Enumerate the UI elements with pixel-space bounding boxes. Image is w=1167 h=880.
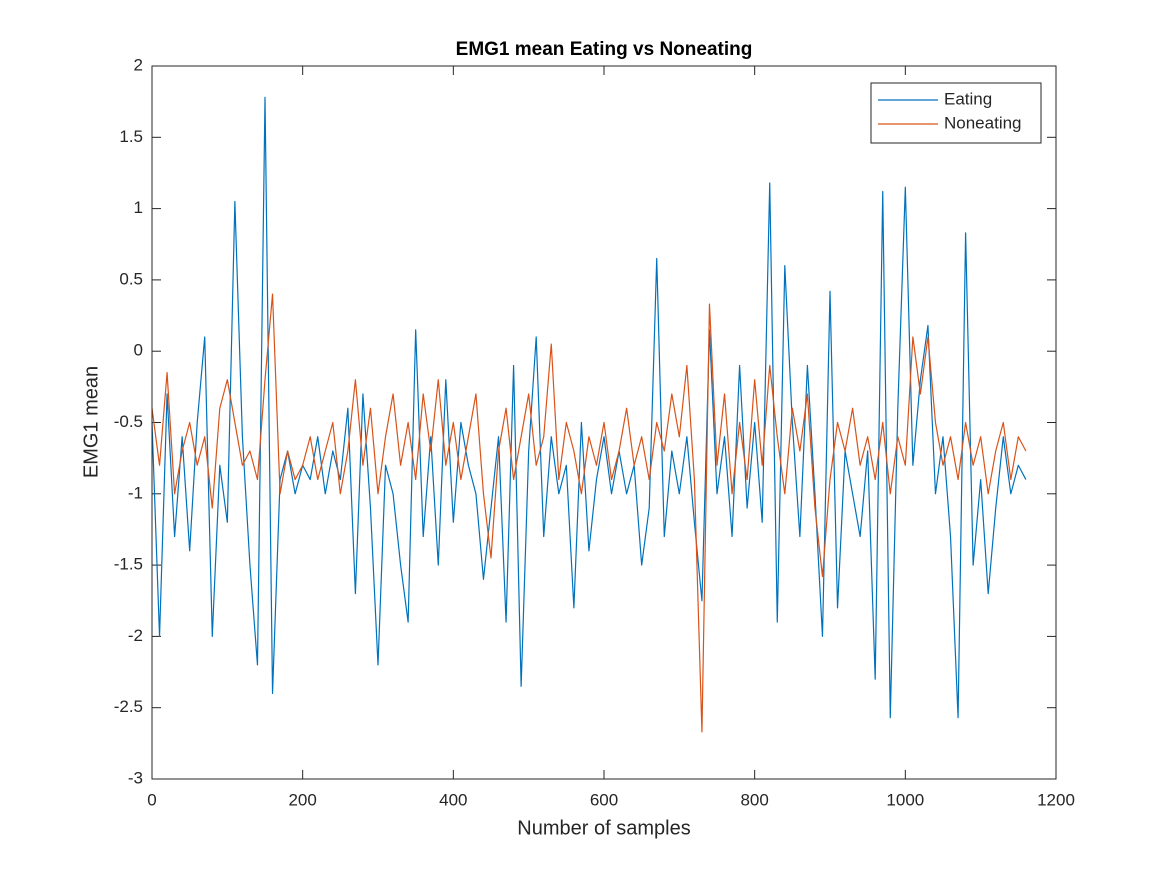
x-tick-label: 1000 (886, 790, 924, 809)
y-tick-label: 1 (134, 198, 143, 217)
x-tick-label: 600 (590, 790, 618, 809)
y-tick-label: -3 (128, 768, 143, 787)
x-tick-label: 200 (288, 790, 316, 809)
x-tick-label: 1200 (1037, 790, 1075, 809)
legend-label: Eating (944, 89, 992, 108)
y-tick-label: 2 (134, 55, 143, 74)
y-tick-label: -0.5 (114, 412, 143, 431)
y-tick-label: 1.5 (119, 127, 143, 146)
y-axis-label: EMG1 mean (80, 366, 102, 478)
x-tick-label: 0 (147, 790, 156, 809)
y-tick-label: 0 (134, 341, 143, 360)
x-tick-label: 400 (439, 790, 467, 809)
x-tick-label: 800 (740, 790, 768, 809)
y-tick-label: -2 (128, 626, 143, 645)
chart-title: EMG1 mean Eating vs Noneating (456, 39, 753, 60)
x-axis-label: Number of samples (517, 817, 690, 839)
legend-label: Noneating (944, 113, 1022, 132)
y-tick-label: -1.5 (114, 555, 143, 574)
data-line (151, 293, 1027, 733)
data-line (151, 96, 1027, 719)
y-tick-label: -1 (128, 483, 143, 502)
y-tick-label: -2.5 (114, 697, 143, 716)
y-tick-label: 0.5 (119, 269, 143, 288)
plot-frame (151, 65, 1057, 780)
legend-box (870, 82, 1042, 144)
